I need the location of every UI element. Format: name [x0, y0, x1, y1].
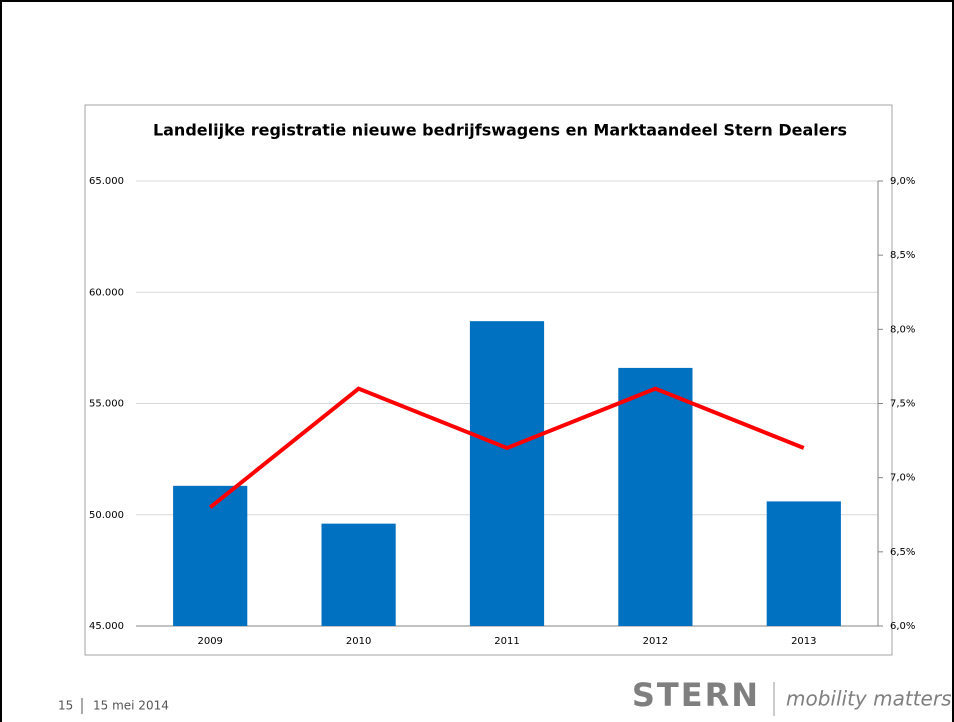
y2-tick-label: 9,0%	[890, 176, 915, 187]
logo-brand: STERN	[632, 676, 760, 714]
bar	[766, 501, 841, 626]
bar	[173, 485, 248, 626]
y2-tick-label: 8,0%	[890, 324, 915, 335]
y-tick-label: 65.000	[89, 176, 124, 187]
y-tick-label: 55.000	[89, 399, 124, 410]
footer-date: 15 mei 2014	[93, 699, 169, 713]
bar	[469, 321, 545, 626]
y-tick-label: 60.000	[89, 287, 124, 298]
y2-tick-label: 7,0%	[890, 473, 915, 484]
page-number: 15	[58, 699, 73, 713]
y2-tick-label: 6,0%	[890, 621, 915, 632]
logo-tagline: mobility matters	[786, 687, 952, 711]
y-tick-label: 50.000	[89, 510, 124, 521]
bar	[618, 367, 693, 626]
x-tick-label: 2011	[494, 636, 519, 647]
x-tick-label: 2013	[791, 636, 816, 647]
y2-tick-label: 7,5%	[890, 399, 915, 410]
y2-tick-label: 8,5%	[890, 250, 915, 261]
line	[208, 386, 805, 509]
y-tick-label: 45.000	[89, 621, 124, 632]
x-tick-label: 2010	[346, 636, 371, 647]
x-tick-label: 2012	[643, 636, 668, 647]
x-tick-label: 2009	[197, 636, 222, 647]
y2-tick-label: 6,5%	[890, 547, 915, 558]
bar	[321, 523, 396, 626]
chart-title: Landelijke registratie nieuwe bedrijfswa…	[153, 121, 847, 140]
